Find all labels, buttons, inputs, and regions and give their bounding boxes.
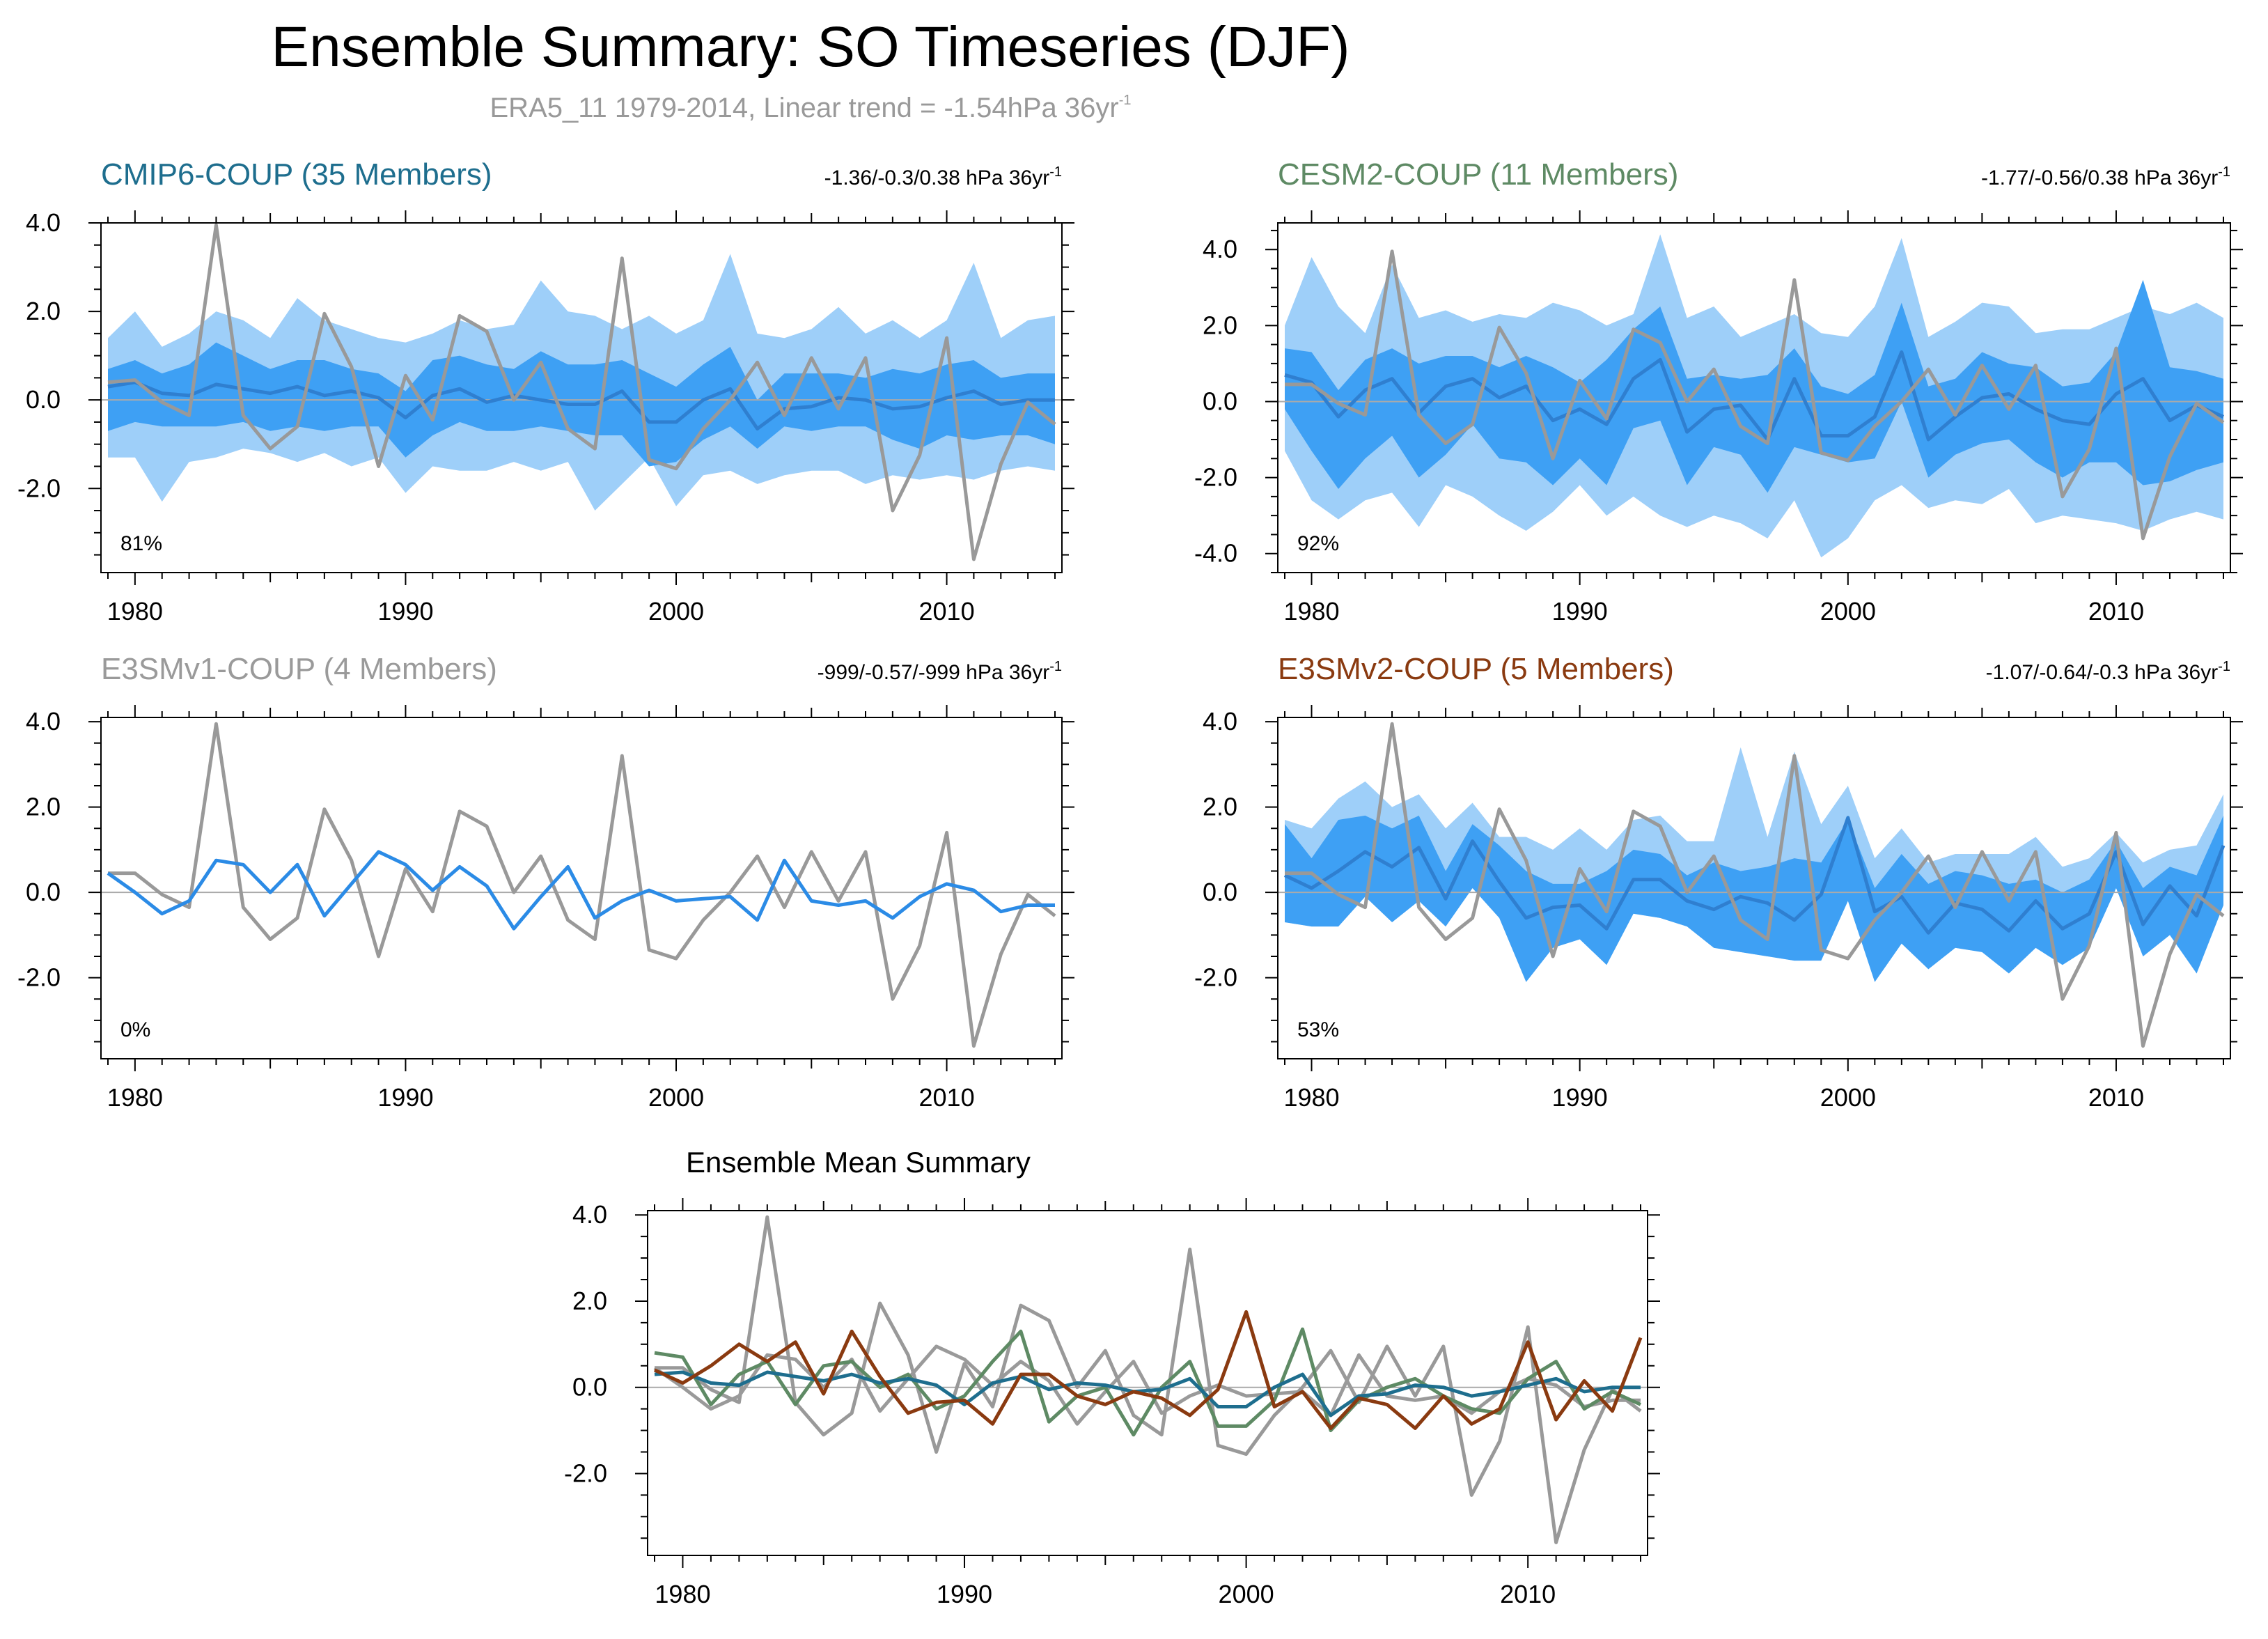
- x-tick-label: 2010: [2088, 1083, 2144, 1112]
- y-tick-label: -2.0: [1194, 963, 1237, 992]
- obs-line: [1285, 249, 2225, 541]
- x-tick-label: 1980: [107, 1083, 163, 1112]
- plot-frame: [1277, 717, 2231, 1059]
- y-tick-label: 2.0: [1203, 311, 1237, 339]
- y-tick-label: -2.0: [1194, 463, 1237, 492]
- percent-label: 81%: [120, 532, 162, 555]
- y-tick-label: 2.0: [572, 1287, 607, 1315]
- band-inner: [1285, 279, 2223, 493]
- stats-text: -1.07/-0.64/-0.3 hPa 36yr: [1986, 661, 2219, 684]
- series-cesm2: [654, 1327, 1642, 1437]
- x-tick-label: 2000: [648, 1083, 704, 1112]
- panels: CMIP6-COUP (35 Members) -1.36/-0.3/0.38 h…: [17, 157, 2243, 1608]
- x-tick-label: 2000: [1820, 597, 1876, 626]
- percent-label: 53%: [1297, 1018, 1339, 1041]
- x-tick-label: 1990: [1552, 597, 1608, 626]
- percent-label: 92%: [1297, 532, 1339, 555]
- y-tick-label: 2.0: [26, 297, 61, 325]
- stats-text: -1.36/-0.3/0.38 hPa 36yr: [824, 166, 1050, 189]
- plot-frame: [1277, 222, 2231, 573]
- plot-area: [101, 722, 1062, 1048]
- y-tick-label: 0.0: [26, 385, 61, 414]
- chart-title: Ensemble Mean Summary: [686, 1146, 1031, 1179]
- y-tick-label: 4.0: [572, 1200, 607, 1229]
- plot-area: [101, 223, 1062, 561]
- obs-line: [1285, 722, 2225, 1048]
- chart-title: CMIP6-COUP (35 Members): [101, 157, 492, 192]
- ensemble-mean-line: [1284, 350, 2224, 442]
- y-tick-label: -4.0: [1194, 539, 1237, 568]
- y-tick-label: 0.0: [1203, 387, 1237, 415]
- figure-title: Ensemble Summary: SO Timeseries (DJF): [271, 15, 1350, 79]
- stats-sup: -1: [1049, 659, 1062, 674]
- plot-frame: [100, 717, 1063, 1059]
- series-obs: [655, 1215, 1642, 1544]
- y-tick-label: 0.0: [572, 1373, 607, 1401]
- y-tick-label: 4.0: [26, 707, 61, 736]
- y-tick-label: -2.0: [17, 963, 61, 992]
- y-tick-label: 4.0: [1203, 235, 1237, 263]
- x-tick-label: 2010: [919, 1083, 975, 1112]
- chart-title: E3SMv2-COUP (5 Members): [1278, 652, 1674, 686]
- chart-summary: Ensemble Mean Summary 4.0 2.0 0.0 -2.0 1980 19…: [564, 1146, 1660, 1608]
- chart-stats: -1.77/-0.56/0.38 hPa 36yr-1: [1981, 164, 2230, 189]
- y-tick-label: 2.0: [1203, 793, 1237, 821]
- plot-frame: [100, 222, 1063, 573]
- y-tick-label: 0.0: [26, 878, 61, 906]
- chart-title: CESM2-COUP (11 Members): [1278, 157, 1678, 192]
- x-tick-label: 1990: [377, 597, 433, 626]
- stats-text: -1.77/-0.56/0.38 hPa 36yr: [1981, 166, 2218, 189]
- series-e3smv2: [653, 1310, 1643, 1430]
- percent-label: 0%: [120, 1018, 150, 1041]
- plot-area: [1278, 234, 2230, 558]
- x-tick-label: 1980: [655, 1580, 710, 1608]
- y-tick-label: 0.0: [1203, 878, 1237, 906]
- x-tick-label: 1990: [1552, 1083, 1608, 1112]
- ensemble-mean-line: [107, 380, 1055, 430]
- chart-stats: -1.07/-0.64/-0.3 hPa 36yr-1: [1986, 659, 2230, 684]
- stats-sup: -1: [2218, 164, 2230, 180]
- y-tick-label: -2.0: [564, 1459, 607, 1487]
- stats-sup: -1: [2218, 659, 2230, 674]
- chart-cesm2: CESM2-COUP (11 Members) -1.77/-0.56/0.38 …: [1194, 157, 2243, 626]
- stats-text: -999/-0.57/-999 hPa 36yr: [818, 661, 1050, 684]
- x-tick-label: 2010: [919, 597, 975, 626]
- x-tick-label: 1980: [1283, 597, 1339, 626]
- chart-e3smv1: E3SMv1-COUP (4 Members) -999/-0.57/-999 h…: [17, 652, 1074, 1112]
- x-tick-label: 1980: [1283, 1083, 1339, 1112]
- x-tick-label: 1990: [937, 1580, 992, 1608]
- figure-subtitle: ERA5_11 1979-2014, Linear trend = -1.54h…: [490, 93, 1131, 123]
- y-tick-label: 4.0: [1203, 707, 1237, 736]
- x-tick-label: 2000: [1820, 1083, 1876, 1112]
- plot-area: [1278, 722, 2230, 1048]
- obs-line: [107, 223, 1056, 561]
- series-cmip6: [654, 1370, 1641, 1417]
- y-tick-label: 4.0: [26, 208, 61, 237]
- stats-sup: -1: [1049, 164, 1062, 180]
- x-tick-label: 2010: [2088, 597, 2144, 626]
- ensemble-mean-line: [1283, 816, 2226, 935]
- chart-stats: -999/-0.57/-999 hPa 36yr-1: [818, 659, 1062, 684]
- y-tick-label: 2.0: [26, 793, 61, 821]
- chart-e3smv2: E3SMv2-COUP (5 Members) -1.07/-0.64/-0.3 …: [1194, 652, 2243, 1112]
- plot-area: [648, 1215, 1648, 1544]
- x-tick-label: 2000: [1219, 1580, 1274, 1608]
- x-tick-label: 2010: [1500, 1580, 1556, 1608]
- plot-frame: [647, 1210, 1648, 1556]
- y-tick-label: -2.0: [17, 474, 61, 502]
- chart-cmip6: CMIP6-COUP (35 Members) -1.36/-0.3/0.38 h…: [17, 157, 1074, 626]
- chart-title: E3SMv1-COUP (4 Members): [101, 652, 497, 686]
- x-tick-label: 2000: [648, 597, 704, 626]
- x-tick-label: 1980: [107, 597, 163, 626]
- ensemble-mean-line: [107, 850, 1055, 931]
- x-tick-label: 1990: [377, 1083, 433, 1112]
- chart-stats: -1.36/-0.3/0.38 hPa 36yr-1: [824, 164, 1062, 189]
- obs-line: [108, 722, 1056, 1048]
